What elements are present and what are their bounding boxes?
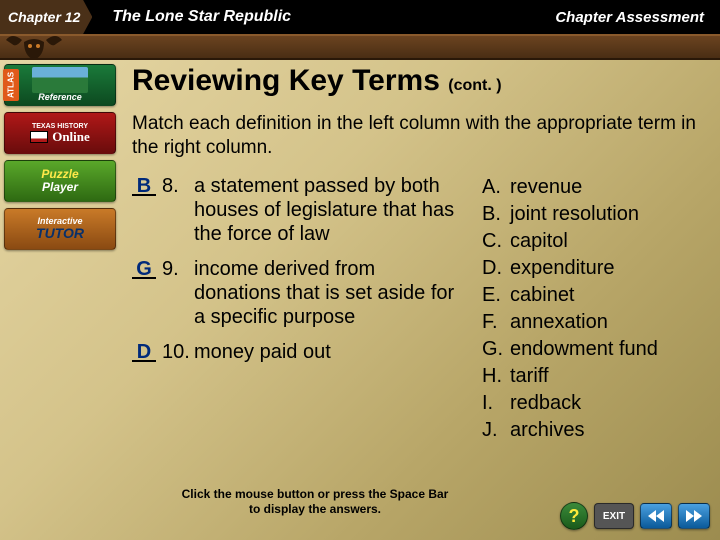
question-text: a statement passed by both houses of leg… [194, 174, 462, 247]
term-row: B.joint resolution [482, 201, 706, 228]
term-text: archives [510, 417, 584, 444]
term-row: G.endowment fund [482, 336, 706, 363]
puzzle-player-button[interactable]: Puzzle Player [4, 160, 116, 202]
term-row: H.tariff [482, 363, 706, 390]
term-letter: D. [482, 255, 510, 282]
answer-blank: G [132, 257, 156, 279]
puzzle-label-bottom: Player [42, 181, 78, 194]
term-row: F.annexation [482, 309, 706, 336]
term-text: tariff [510, 363, 549, 390]
chapter-title: The Lone Star Republic [112, 8, 555, 26]
term-letter: J. [482, 417, 510, 444]
question-row: B 8.a statement passed by both houses of … [132, 174, 462, 247]
question-text: income derived from donations that is se… [194, 257, 462, 330]
next-button[interactable] [678, 503, 710, 529]
help-button[interactable]: ? [560, 502, 588, 530]
term-text: revenue [510, 174, 582, 201]
term-letter: I. [482, 390, 510, 417]
texas-history-online-button[interactable]: TEXAS HISTORY Online [4, 112, 116, 154]
term-text: annexation [510, 309, 608, 336]
term-row: I.redback [482, 390, 706, 417]
title-suffix: (cont. ) [448, 77, 501, 94]
questions-column: B 8.a statement passed by both houses of … [132, 174, 462, 444]
exit-button[interactable]: EXIT [594, 503, 634, 529]
term-row: D.expenditure [482, 255, 706, 282]
atlas-reference-button[interactable]: ATLAS Reference [4, 64, 116, 106]
decorative-strip [0, 34, 720, 60]
question-number: 10. [162, 340, 194, 364]
question-row: D 10.money paid out [132, 340, 462, 364]
terms-column: A.revenueB.joint resolutionC.capitolD.ex… [482, 174, 706, 444]
term-text: joint resolution [510, 201, 639, 228]
instructions: Match each definition in the left column… [132, 112, 706, 160]
term-row: A.revenue [482, 174, 706, 201]
globe-icon [32, 67, 88, 93]
term-letter: G. [482, 336, 510, 363]
answer-blank: D [132, 340, 156, 362]
term-text: cabinet [510, 282, 575, 309]
question-number: 8. [162, 174, 194, 247]
online-label: Online [52, 130, 90, 144]
chapter-badge: Chapter 12 [0, 0, 92, 34]
term-letter: B. [482, 201, 510, 228]
term-text: capitol [510, 228, 568, 255]
content-area: Reviewing Key Terms (cont. ) Match each … [132, 64, 706, 444]
term-letter: E. [482, 282, 510, 309]
atlas-label: Reference [38, 93, 82, 102]
prev-button[interactable] [640, 503, 672, 529]
tutor-label-main: TUTOR [36, 226, 84, 241]
question-row: G 9.income derived from donations that is… [132, 257, 462, 330]
forward-icon [685, 509, 703, 523]
interactive-tutor-button[interactable]: Interactive TUTOR [4, 208, 116, 250]
question-number: 9. [162, 257, 194, 330]
assessment-label: Chapter Assessment [555, 9, 704, 26]
bottom-nav: ? EXIT [560, 502, 710, 530]
term-text: endowment fund [510, 336, 658, 363]
longhorn-icon [4, 30, 64, 66]
texas-flag-icon [30, 131, 48, 143]
answer-blank: B [132, 174, 156, 196]
term-letter: A. [482, 174, 510, 201]
rewind-icon [647, 509, 665, 523]
term-letter: H. [482, 363, 510, 390]
term-text: redback [510, 390, 581, 417]
atlas-tab-label: ATLAS [3, 69, 19, 101]
page-title: Reviewing Key Terms (cont. ) [132, 64, 706, 98]
top-bar: Chapter 12 The Lone Star Republic Chapte… [0, 0, 720, 34]
term-text: expenditure [510, 255, 615, 282]
term-row: J.archives [482, 417, 706, 444]
term-letter: C. [482, 228, 510, 255]
term-row: E.cabinet [482, 282, 706, 309]
term-row: C.capitol [482, 228, 706, 255]
title-main: Reviewing Key Terms [132, 64, 440, 97]
sidebar: ATLAS Reference TEXAS HISTORY Online Puz… [4, 64, 116, 250]
click-prompt: Click the mouse button or press the Spac… [180, 487, 450, 516]
term-letter: F. [482, 309, 510, 336]
question-text: money paid out [194, 340, 462, 364]
body-area: B 8.a statement passed by both houses of … [132, 174, 706, 444]
